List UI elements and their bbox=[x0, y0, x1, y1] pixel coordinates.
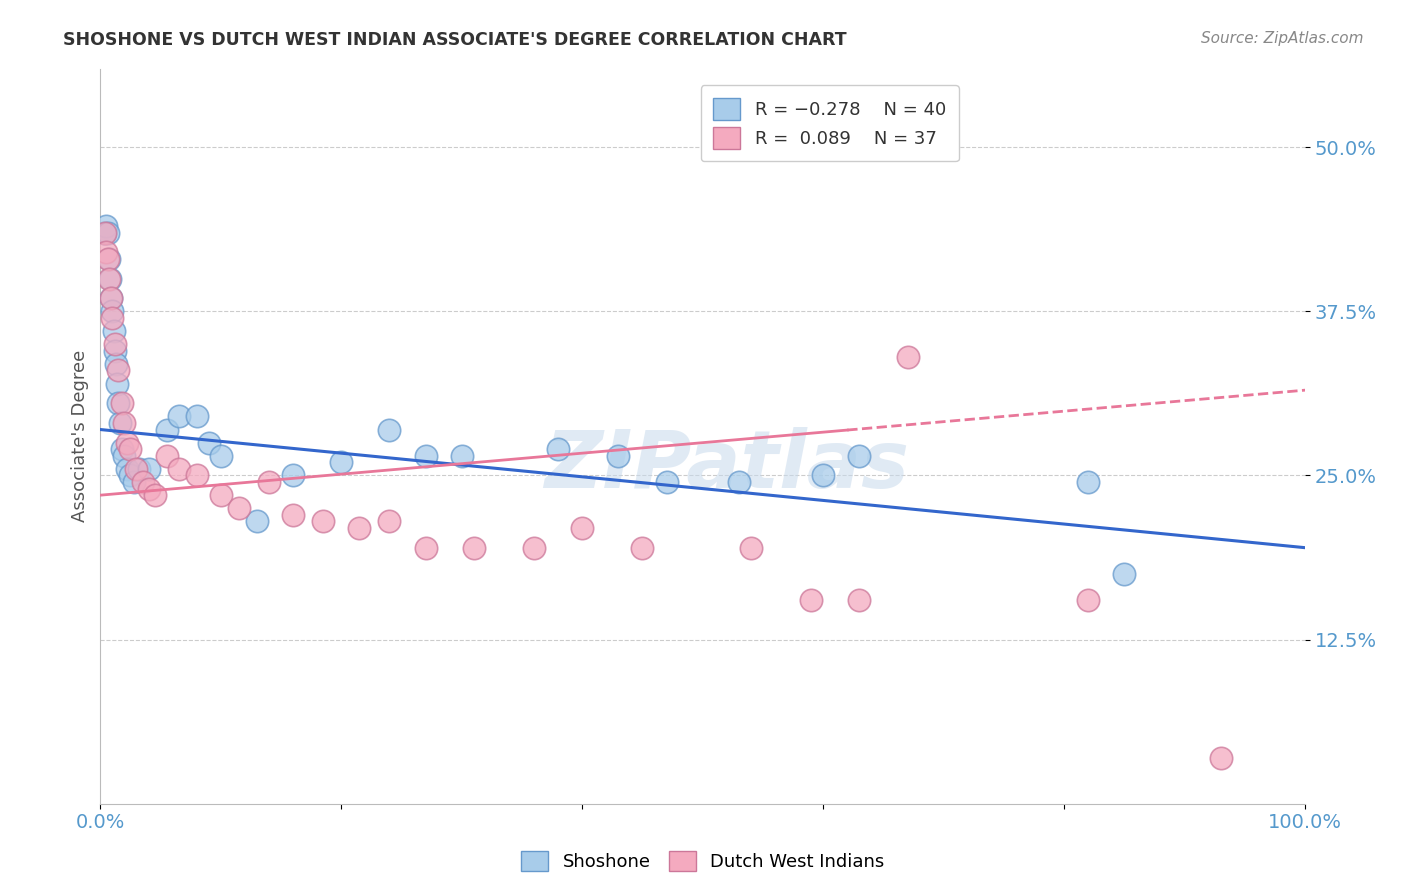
Point bbox=[415, 541, 437, 555]
Point bbox=[100, 291, 122, 305]
Point bbox=[312, 515, 335, 529]
Point bbox=[1077, 593, 1099, 607]
Point bbox=[107, 396, 129, 410]
Point bbox=[103, 324, 125, 338]
Point bbox=[125, 462, 148, 476]
Point bbox=[800, 593, 823, 607]
Point bbox=[105, 376, 128, 391]
Point bbox=[848, 449, 870, 463]
Point bbox=[186, 468, 208, 483]
Point bbox=[896, 351, 918, 365]
Point bbox=[111, 442, 134, 457]
Point bbox=[143, 488, 166, 502]
Y-axis label: Associate's Degree: Associate's Degree bbox=[72, 350, 89, 522]
Point bbox=[104, 343, 127, 358]
Point bbox=[100, 291, 122, 305]
Point bbox=[131, 475, 153, 489]
Point bbox=[330, 455, 353, 469]
Point bbox=[1209, 750, 1232, 764]
Point bbox=[97, 226, 120, 240]
Point bbox=[167, 462, 190, 476]
Point bbox=[257, 475, 280, 489]
Point bbox=[97, 252, 120, 266]
Point bbox=[228, 501, 250, 516]
Point bbox=[96, 219, 118, 233]
Point bbox=[281, 508, 304, 522]
Point bbox=[167, 409, 190, 424]
Point bbox=[209, 488, 232, 502]
Point bbox=[97, 252, 120, 266]
Legend: R = −0.278    N = 40, R =  0.089    N = 37: R = −0.278 N = 40, R = 0.089 N = 37 bbox=[700, 85, 959, 161]
Point bbox=[523, 541, 546, 555]
Point bbox=[607, 449, 630, 463]
Point bbox=[848, 593, 870, 607]
Point bbox=[107, 363, 129, 377]
Point bbox=[114, 449, 136, 463]
Point bbox=[114, 416, 136, 430]
Text: ZIPatlas: ZIPatlas bbox=[544, 426, 910, 505]
Point bbox=[128, 462, 150, 476]
Point bbox=[98, 271, 121, 285]
Point bbox=[138, 462, 160, 476]
Point bbox=[547, 442, 569, 457]
Point bbox=[378, 515, 401, 529]
Point bbox=[349, 521, 371, 535]
Point bbox=[197, 435, 219, 450]
Point bbox=[246, 515, 269, 529]
Point bbox=[115, 462, 138, 476]
Point bbox=[120, 442, 142, 457]
Text: Source: ZipAtlas.com: Source: ZipAtlas.com bbox=[1201, 31, 1364, 46]
Point bbox=[740, 541, 762, 555]
Legend: Shoshone, Dutch West Indians: Shoshone, Dutch West Indians bbox=[515, 844, 891, 879]
Point bbox=[463, 541, 485, 555]
Point bbox=[209, 449, 232, 463]
Point bbox=[571, 521, 593, 535]
Text: SHOSHONE VS DUTCH WEST INDIAN ASSOCIATE'S DEGREE CORRELATION CHART: SHOSHONE VS DUTCH WEST INDIAN ASSOCIATE'… bbox=[63, 31, 846, 49]
Point bbox=[1077, 475, 1099, 489]
Point bbox=[101, 310, 124, 325]
Point bbox=[120, 468, 142, 483]
Point bbox=[631, 541, 654, 555]
Point bbox=[811, 468, 834, 483]
Point bbox=[96, 245, 118, 260]
Point bbox=[138, 482, 160, 496]
Point bbox=[108, 416, 131, 430]
Point bbox=[94, 226, 117, 240]
Point bbox=[156, 423, 179, 437]
Point bbox=[728, 475, 751, 489]
Point bbox=[93, 226, 115, 240]
Point bbox=[281, 468, 304, 483]
Point bbox=[101, 304, 124, 318]
Point bbox=[378, 423, 401, 437]
Point bbox=[655, 475, 678, 489]
Point bbox=[1114, 566, 1136, 581]
Point bbox=[415, 449, 437, 463]
Point bbox=[94, 226, 117, 240]
Point bbox=[450, 449, 472, 463]
Point bbox=[97, 271, 120, 285]
Point bbox=[104, 337, 127, 351]
Point bbox=[105, 357, 128, 371]
Point bbox=[122, 475, 145, 489]
Point bbox=[186, 409, 208, 424]
Point bbox=[111, 396, 134, 410]
Point bbox=[156, 449, 179, 463]
Point bbox=[115, 435, 138, 450]
